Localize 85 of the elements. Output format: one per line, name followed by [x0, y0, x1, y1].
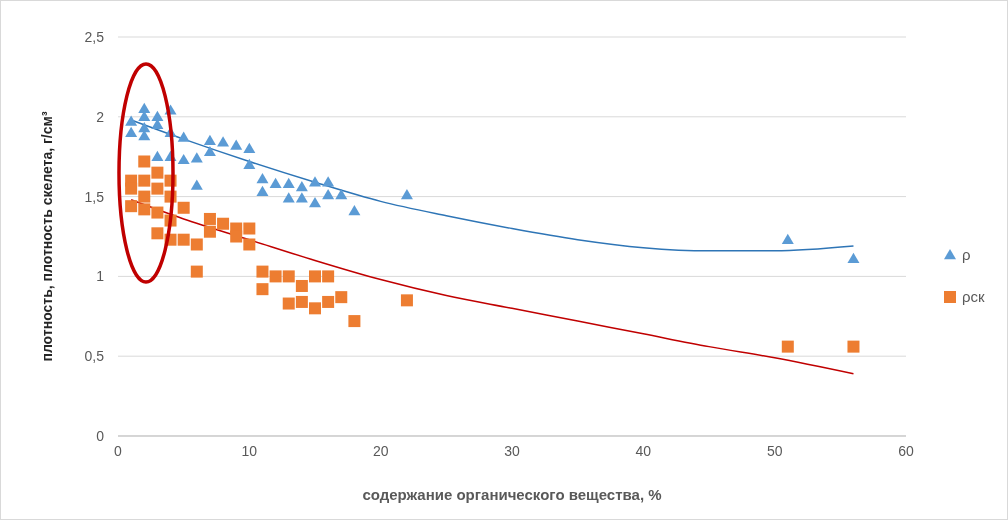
point	[781, 340, 794, 353]
point	[125, 115, 138, 126]
point	[125, 200, 138, 213]
point	[243, 238, 256, 251]
x-tick-label: 20	[372, 443, 389, 459]
y-axis-title: плотность, плотность скелета, г/см³	[39, 111, 55, 362]
point	[348, 315, 361, 328]
x-tick-label: 50	[766, 443, 783, 459]
point	[190, 152, 203, 163]
point	[203, 134, 216, 145]
point	[348, 204, 361, 216]
point	[256, 283, 269, 296]
point	[847, 252, 860, 264]
x-tick-label: 40	[635, 443, 652, 459]
point	[269, 270, 282, 283]
point	[256, 185, 269, 197]
point	[243, 142, 256, 153]
point	[243, 158, 256, 169]
x-tick-label: 30	[504, 443, 520, 459]
point	[203, 145, 216, 157]
point	[190, 179, 203, 190]
point	[151, 182, 164, 195]
y-tick-label: 2	[96, 108, 105, 125]
point	[151, 110, 164, 121]
point	[781, 233, 794, 244]
point	[151, 166, 164, 179]
point	[322, 189, 335, 200]
point	[190, 238, 203, 251]
point	[847, 340, 860, 353]
point	[217, 136, 230, 147]
point	[282, 192, 295, 203]
x-tick-label: 0	[114, 443, 123, 459]
point	[282, 297, 295, 310]
point	[190, 265, 203, 278]
point	[203, 225, 216, 238]
point	[243, 222, 256, 235]
point	[295, 295, 308, 308]
point	[138, 155, 151, 168]
point	[335, 189, 348, 200]
point	[295, 181, 308, 192]
point	[256, 265, 269, 278]
point	[269, 177, 282, 189]
point	[151, 227, 164, 240]
point	[217, 217, 230, 230]
point	[177, 153, 190, 165]
point	[322, 295, 335, 308]
point	[309, 270, 321, 283]
point	[400, 294, 413, 307]
y-tick-label: 1,5	[84, 188, 105, 205]
legend-label: ρск	[962, 288, 986, 305]
point	[138, 190, 151, 203]
point	[295, 192, 308, 203]
point	[177, 131, 190, 142]
point	[230, 139, 243, 150]
point	[138, 102, 151, 114]
point	[177, 233, 190, 246]
x-axis-title: содержание органического вещества, %	[362, 486, 662, 503]
y-tick-label: 0	[96, 428, 105, 444]
point	[138, 203, 151, 216]
point	[400, 189, 413, 200]
point	[295, 279, 308, 292]
x-tick-label: 10	[241, 443, 258, 459]
point	[138, 121, 151, 133]
y-tick-label: 1	[96, 268, 105, 285]
point	[230, 230, 243, 243]
point	[282, 270, 295, 283]
x-tick-label: 60	[898, 443, 914, 459]
point	[335, 291, 348, 304]
point	[125, 182, 138, 195]
point	[177, 201, 190, 214]
point	[309, 302, 321, 315]
point	[138, 174, 151, 187]
point	[256, 173, 269, 184]
point	[151, 206, 164, 219]
point	[322, 176, 335, 187]
point	[322, 270, 335, 283]
point	[203, 212, 216, 225]
point	[125, 126, 138, 137]
y-tick-label: 2,5	[84, 29, 105, 45]
point	[282, 177, 295, 189]
legend-label: ρ	[962, 246, 971, 263]
point	[151, 150, 164, 161]
point	[309, 176, 321, 187]
point	[309, 196, 321, 208]
y-tick-label: 0,5	[84, 348, 105, 365]
